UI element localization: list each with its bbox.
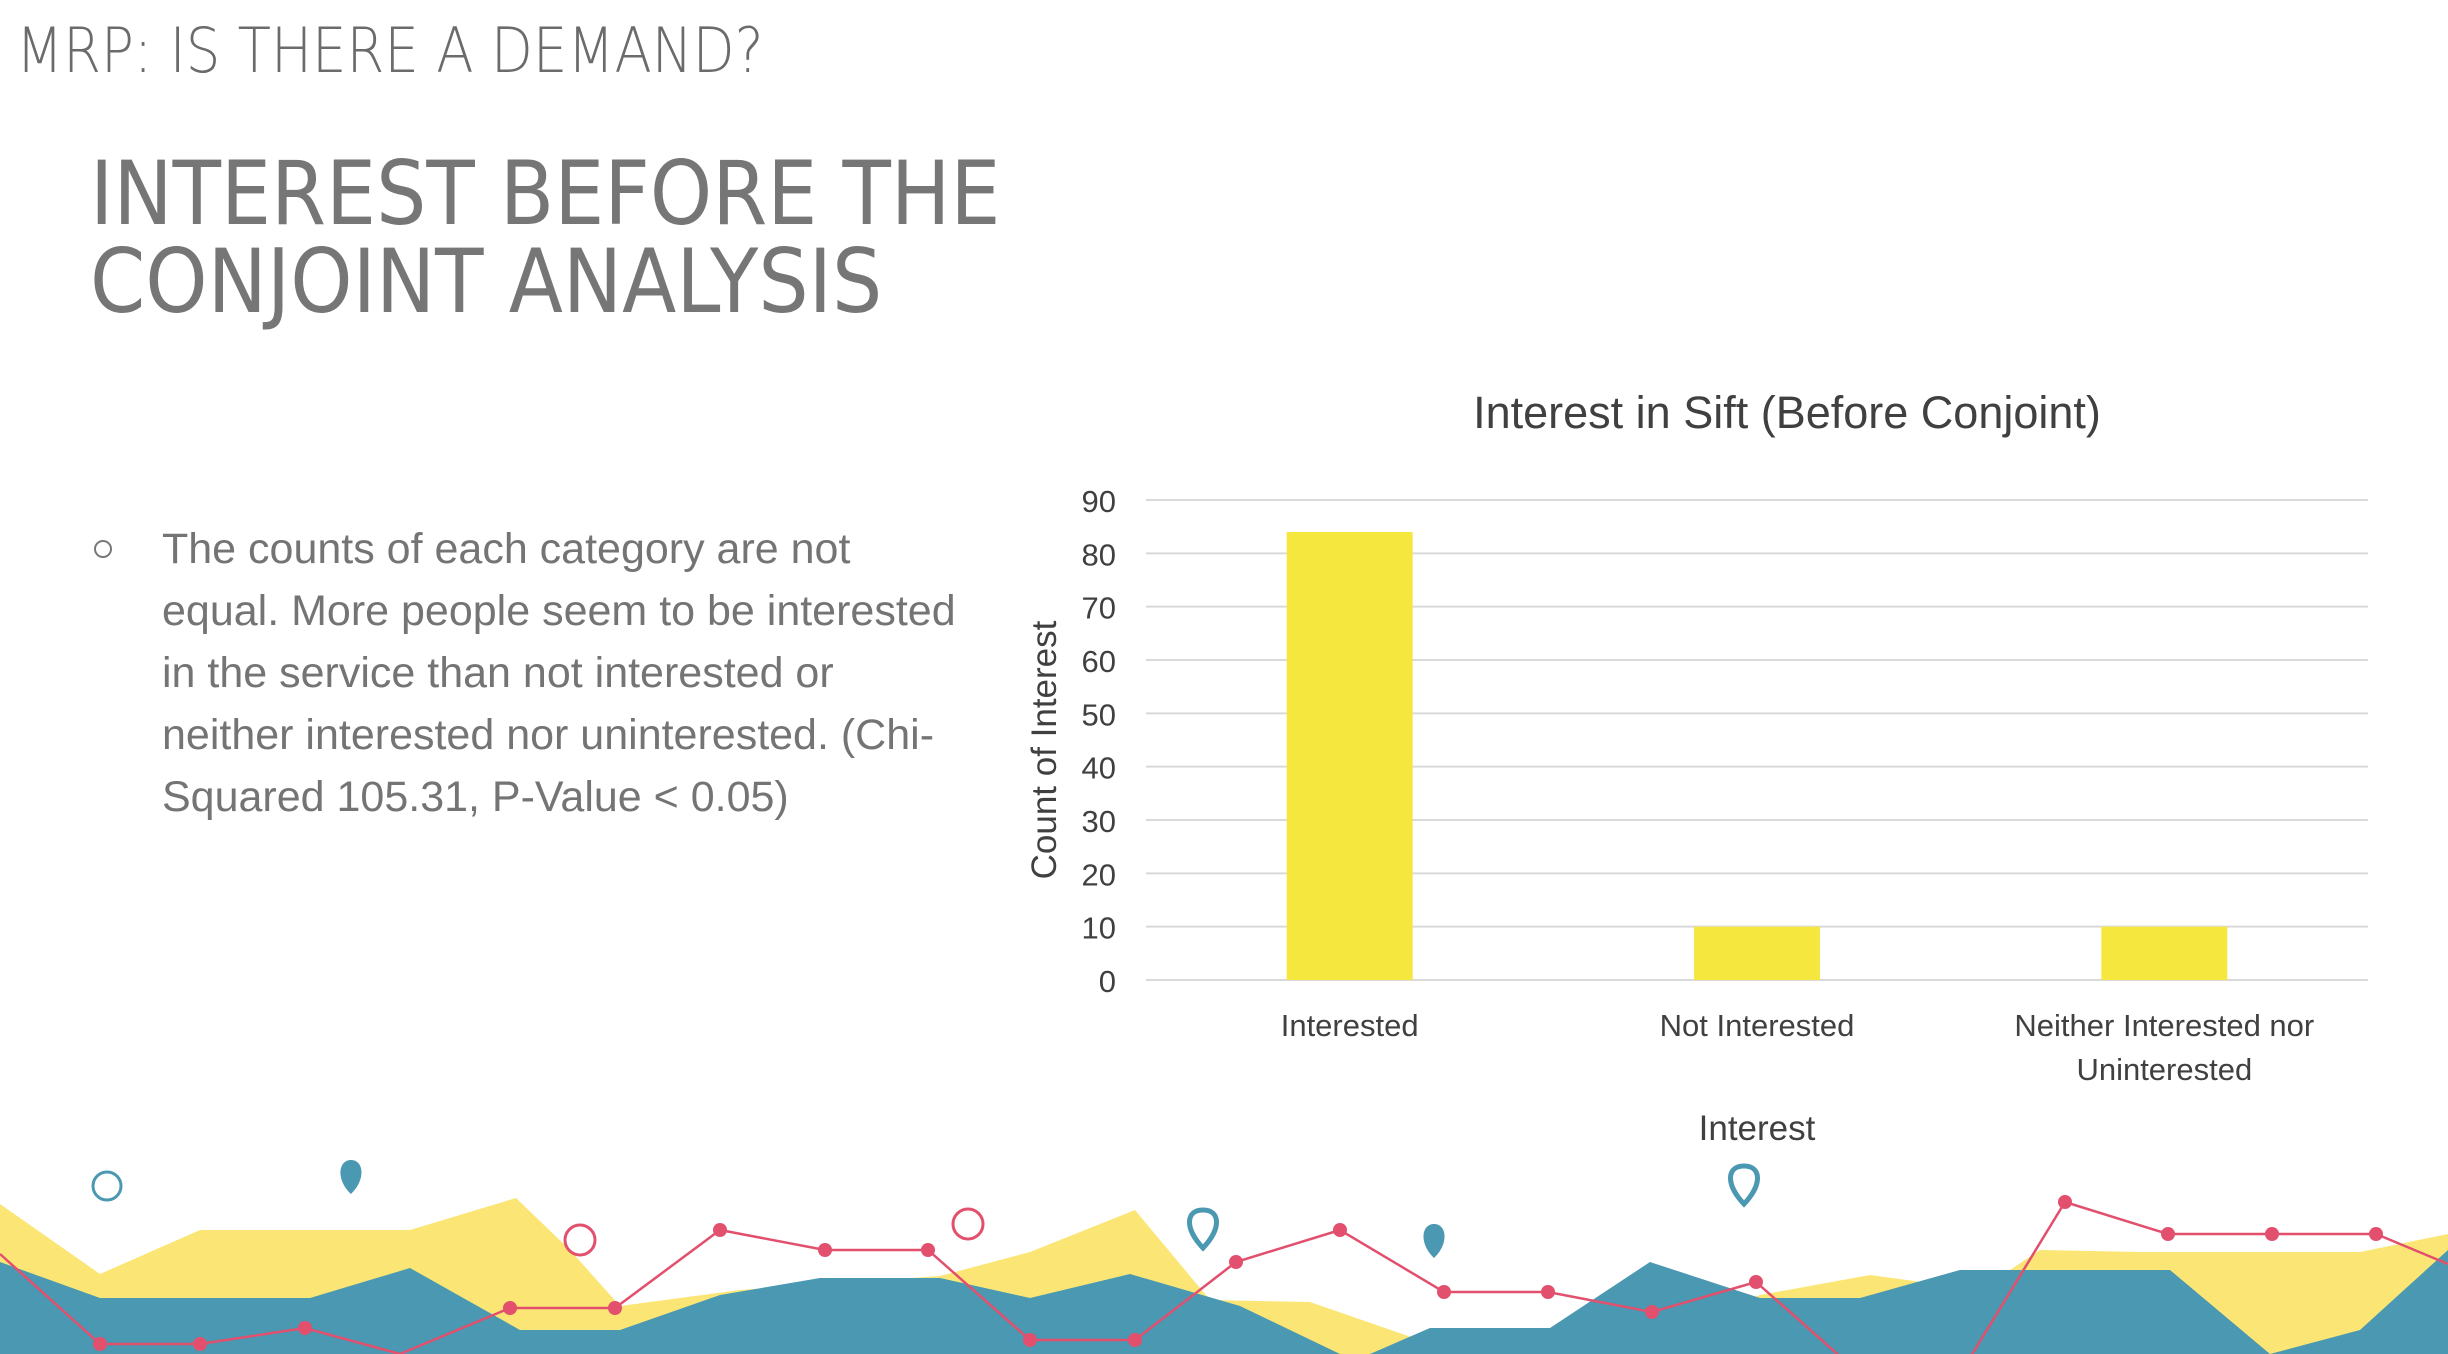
y-tick-label: 20 [1082,857,1116,892]
y-tick-label: 40 [1082,751,1116,786]
y-tick-label: 80 [1082,537,1116,572]
bullet-text: The counts of each category are not equa… [162,525,956,821]
x-tick-label: Uninterested [2076,1052,2252,1087]
footer-ring-icon [563,1223,597,1257]
bar [2101,926,2228,980]
y-tick-label: 70 [1082,591,1116,626]
slide-title-line-1: INTEREST BEFORE THE [90,142,1001,245]
footer-teal-wave [0,1250,2448,1354]
bar [1286,532,1413,980]
map-pin-outline-icon [1187,1207,1219,1252]
slide-title-line-2: CONJOINT ANALYSIS [90,230,883,333]
map-pin-outline-icon [1728,1163,1760,1208]
y-axis-label: Count of Interest [1025,620,1064,879]
x-tick-label: Not Interested [1660,1008,1855,1043]
y-tick-label: 30 [1082,804,1116,839]
x-tick-label: Neither Interested nor [2014,1008,2314,1043]
y-tick-label: 90 [1082,484,1116,519]
x-axis-label: Interest [1699,1109,1816,1148]
map-pin-icon [1423,1224,1445,1258]
slide-title: INTEREST BEFORE THE CONJOINT ANALYSIS [90,150,1000,326]
chart-title: Interest in Sift (Before Conjoint) [1473,387,2101,438]
map-pin-icon [340,1160,362,1194]
bar [1694,926,1820,980]
decorative-footer [0,1160,2448,1354]
y-tick-label: 50 [1082,697,1116,732]
footer-ring-icon [91,1170,123,1202]
y-tick-label: 60 [1082,644,1116,679]
bullet-circle-icon [94,540,112,558]
footer-pink-dots [93,1195,2383,1351]
x-tick-label: Interested [1281,1008,1419,1043]
bullet-item: The counts of each category are not equa… [90,518,970,828]
footer-ring-icon [951,1207,985,1241]
bullet-list: The counts of each category are not equa… [90,518,970,828]
bar-chart: Interest in Sift (Before Conjoint) 0 10 20 3… [1025,387,2368,1148]
slide-kicker: MRP: IS THERE A DEMAND? [16,14,764,87]
y-tick-label: 0 [1099,964,1116,999]
y-tick-label: 10 [1082,911,1116,946]
